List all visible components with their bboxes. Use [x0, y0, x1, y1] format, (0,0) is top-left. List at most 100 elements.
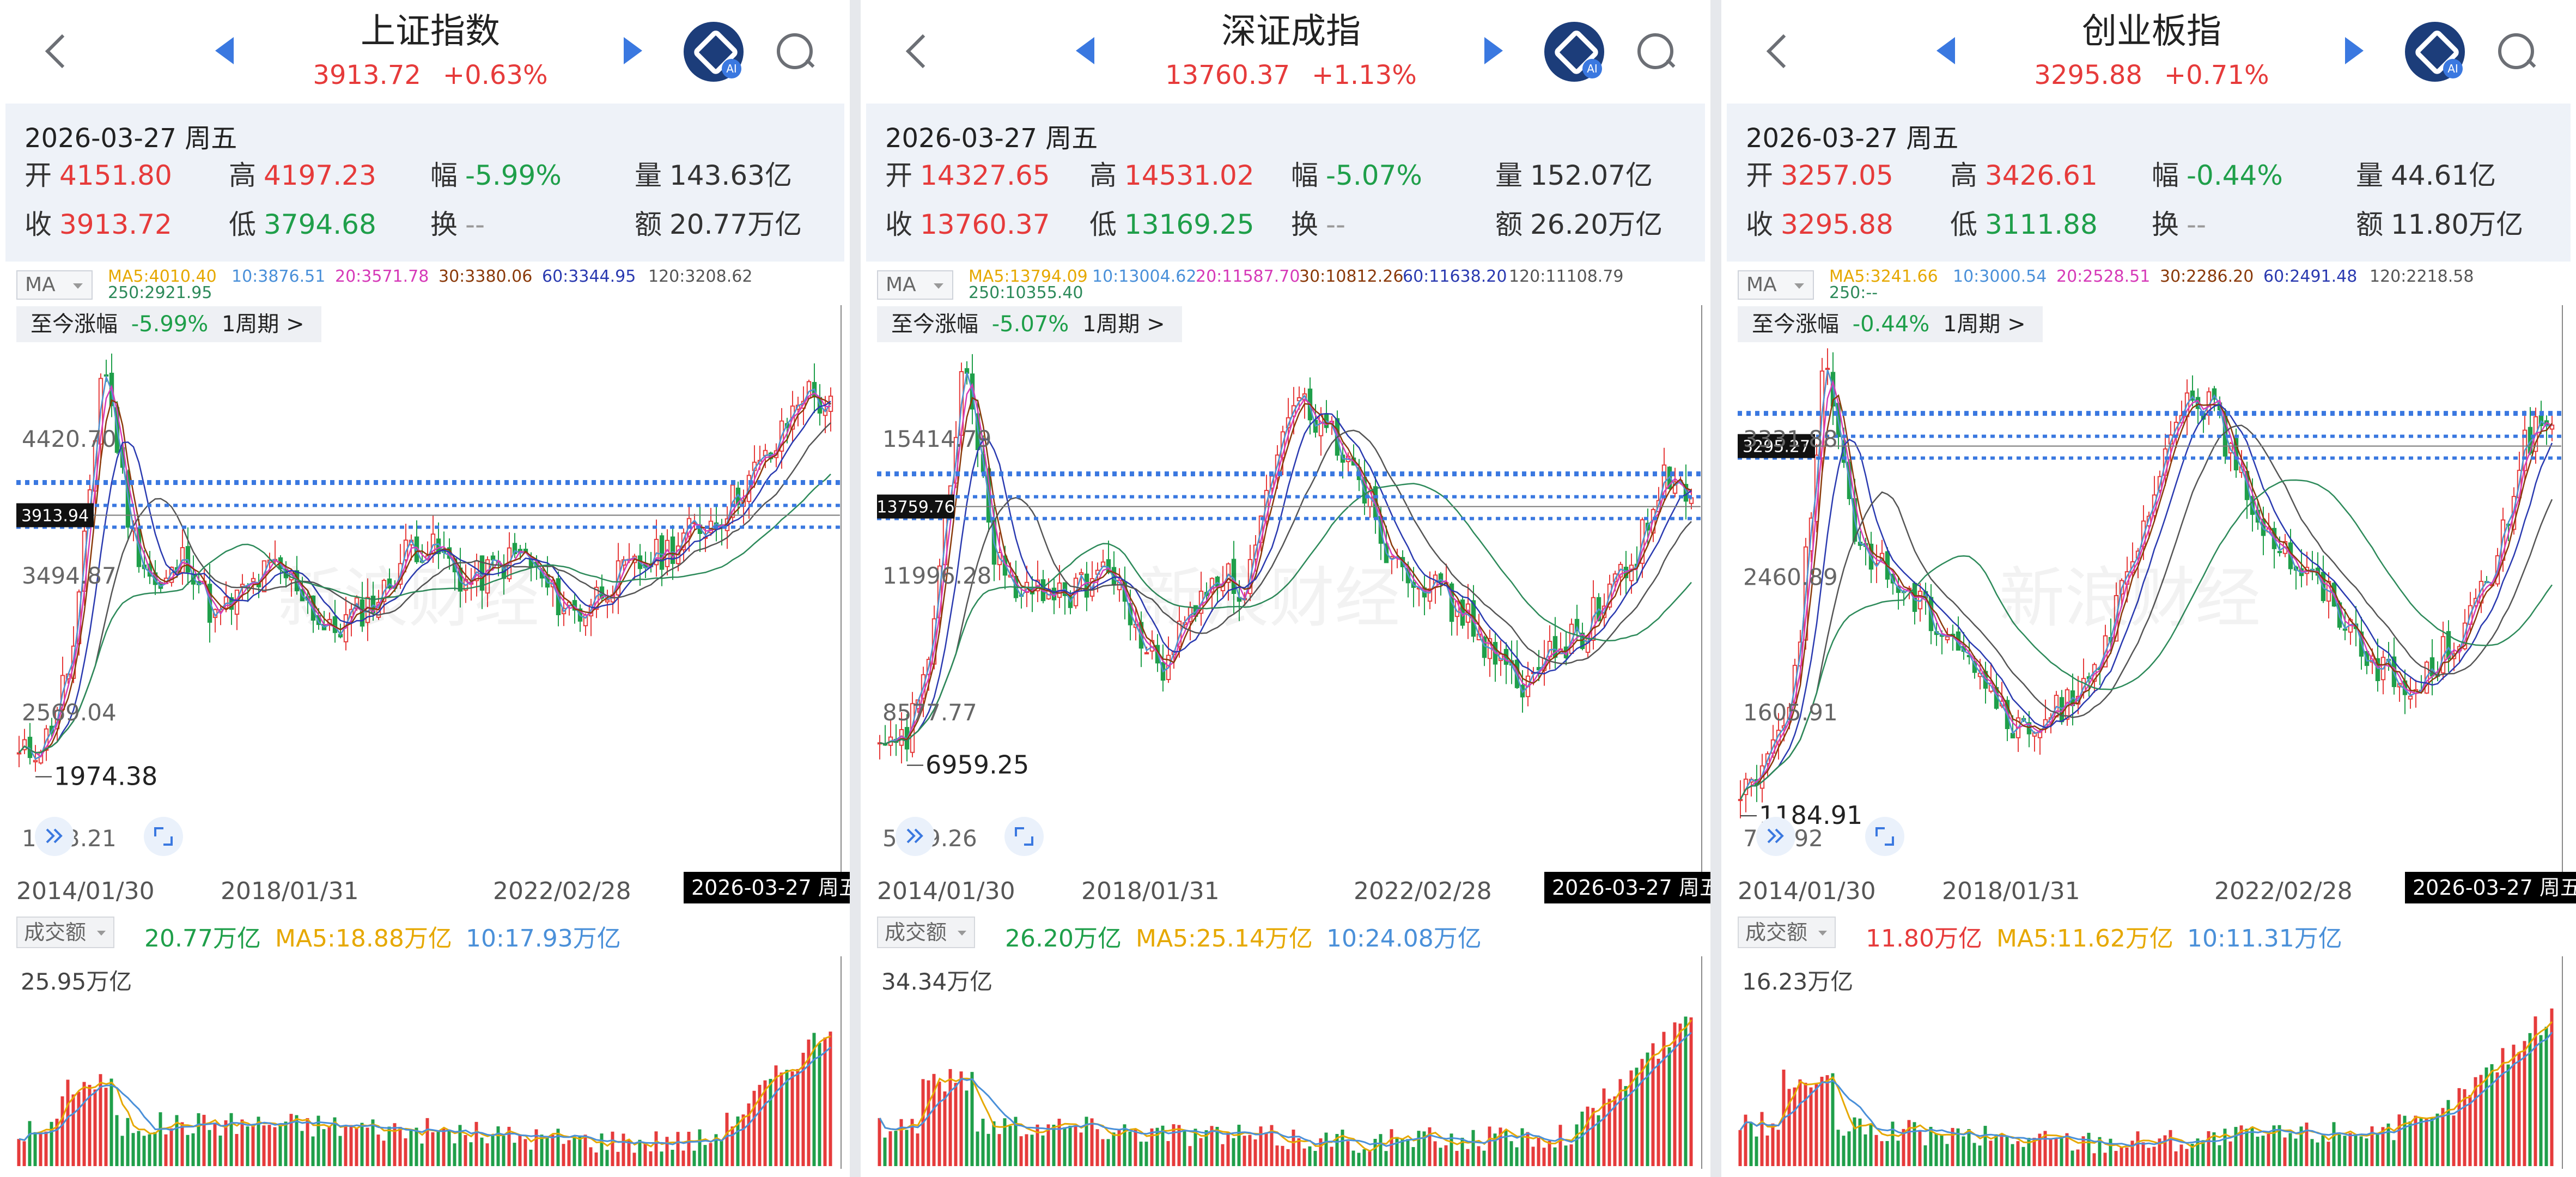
volume-bar	[1095, 1129, 1099, 1166]
next-index-triangle-right-icon[interactable]	[1484, 37, 1503, 64]
ma30-value: 30:3380.06	[439, 267, 533, 286]
volume-bar	[415, 1127, 418, 1166]
volume-bar	[474, 1121, 478, 1166]
volume-bar	[2054, 1138, 2058, 1166]
volume-bar	[1945, 1144, 1949, 1166]
ma60-value: 60:11638.20	[1403, 267, 1507, 286]
volume-bar	[1090, 1118, 1094, 1166]
volume-chart[interactable]	[1738, 956, 2566, 1169]
amplitude-label: 幅	[2152, 160, 2179, 191]
period-change-button[interactable]: 至今涨幅 -0.44% 1周期 >	[1738, 306, 2043, 342]
ma-dropdown-button[interactable]: MA	[16, 270, 93, 300]
ma-line	[19, 384, 831, 758]
back-chevron-left-icon[interactable]	[38, 27, 82, 76]
volume-bar	[2425, 1118, 2428, 1166]
collapse-icon-bg	[896, 817, 935, 856]
volume-bar	[1281, 1145, 1284, 1166]
period-change-button[interactable]: 至今涨幅 -5.07% 1周期 >	[877, 306, 1182, 342]
search-icon[interactable]	[1634, 30, 1678, 74]
price-tag-bg	[1738, 434, 1815, 458]
volume-bar	[1330, 1146, 1333, 1166]
volume-ma-line	[19, 1046, 831, 1145]
volume-bar	[616, 1151, 620, 1166]
volume-bar	[2092, 1153, 2096, 1166]
volume-bar	[1814, 1084, 1818, 1166]
ma-dropdown-button[interactable]: MA	[877, 270, 953, 300]
volume-bar	[1471, 1130, 1475, 1166]
volume-today: 20.77万亿	[144, 925, 261, 952]
volume-bar	[1629, 1070, 1633, 1166]
volume-bar	[1400, 1139, 1404, 1166]
volume-bar	[1531, 1146, 1535, 1166]
search-icon[interactable]	[2495, 30, 2538, 74]
prev-index-triangle-left-icon[interactable]	[1936, 37, 1955, 64]
ai-assistant-icon[interactable]	[684, 22, 744, 82]
collapse-icon-bg	[1756, 817, 1795, 856]
close-label: 收	[885, 209, 912, 240]
volume-bar	[1270, 1125, 1274, 1166]
back-chevron-left-icon[interactable]	[1759, 27, 1803, 76]
collapse-icon[interactable]	[896, 817, 935, 856]
volume-ma10: 10:11.31万亿	[2187, 925, 2342, 952]
ma-line	[1739, 379, 2553, 800]
volume-type-dropdown[interactable]: 成交额	[877, 917, 975, 948]
candle-body	[1945, 636, 1950, 640]
kline-chart[interactable]: 3913.94 4420.703494.872569.041643.211974…	[16, 305, 844, 872]
volume-bar	[910, 1119, 914, 1166]
dotted-level-lines: 3295.27	[1738, 411, 2561, 460]
volume-bar	[1575, 1124, 1579, 1166]
volume-bar	[518, 1134, 522, 1166]
volume-bar	[1417, 1131, 1421, 1166]
y-tick-label: 11996.28	[882, 562, 991, 589]
volume-bar	[355, 1127, 358, 1166]
volume-bar	[2212, 1132, 2216, 1166]
volume-bar	[1085, 1117, 1088, 1166]
volume-bar	[1591, 1108, 1595, 1166]
next-index-triangle-right-icon[interactable]	[2345, 37, 2364, 64]
candle-body	[512, 543, 517, 554]
volume-bar	[1607, 1099, 1611, 1166]
ma-dropdown-button[interactable]: MA	[1738, 270, 1814, 300]
collapse-icon-glyph	[906, 828, 923, 844]
low-marker-label: 1974.38	[54, 762, 157, 791]
volume-bar	[77, 1091, 81, 1166]
volume-bar	[2544, 1027, 2548, 1166]
volume-bar	[725, 1113, 729, 1166]
volume-bar	[2397, 1114, 2401, 1166]
ai-assistant-icon[interactable]	[1544, 22, 1604, 82]
expand-icon[interactable]	[144, 817, 183, 856]
high-label: 高	[1089, 160, 1117, 191]
volume-type-dropdown[interactable]: 成交额	[16, 917, 114, 948]
volume-bar	[1929, 1126, 1933, 1166]
back-chevron-left-icon[interactable]	[899, 27, 942, 76]
collapse-icon[interactable]	[35, 817, 74, 856]
high-value: 3426.61	[1985, 160, 2098, 191]
candle-body	[332, 616, 338, 633]
prev-index-triangle-left-icon[interactable]	[215, 37, 234, 64]
turnover-value: --	[465, 209, 485, 240]
kline-chart[interactable]: 13759.76 15414.7911996.288577.775159.266…	[877, 305, 1705, 872]
collapse-icon[interactable]	[1756, 817, 1795, 856]
volume-bar	[916, 1133, 919, 1166]
volume-bar	[1934, 1133, 1938, 1166]
kline-chart[interactable]: 3295.27 3331.882460.891605.91742.921184.…	[1738, 305, 2566, 872]
volume-chart[interactable]	[16, 956, 844, 1169]
ai-assistant-icon[interactable]	[2405, 22, 2465, 82]
volume-bar	[485, 1143, 489, 1166]
search-icon[interactable]	[774, 30, 817, 74]
period-change-button[interactable]: 至今涨幅 -5.99% 1周期 >	[16, 306, 321, 342]
volume-bar	[1433, 1141, 1437, 1166]
volume-bar	[1662, 1032, 1666, 1166]
expand-icon[interactable]	[1004, 817, 1044, 856]
volume-bar	[2103, 1152, 2107, 1166]
expand-icon[interactable]	[1865, 817, 1904, 856]
volume-type-dropdown[interactable]: 成交额	[1738, 917, 1836, 948]
next-index-triangle-right-icon[interactable]	[624, 37, 642, 64]
open-cell: 开 14327.65	[885, 154, 1050, 193]
volume-bar	[2463, 1089, 2467, 1166]
candle-body	[251, 578, 256, 583]
volume-bar	[2446, 1100, 2450, 1166]
volume-bar	[513, 1143, 516, 1166]
prev-index-triangle-left-icon[interactable]	[1076, 37, 1094, 64]
volume-chart[interactable]	[877, 956, 1705, 1169]
